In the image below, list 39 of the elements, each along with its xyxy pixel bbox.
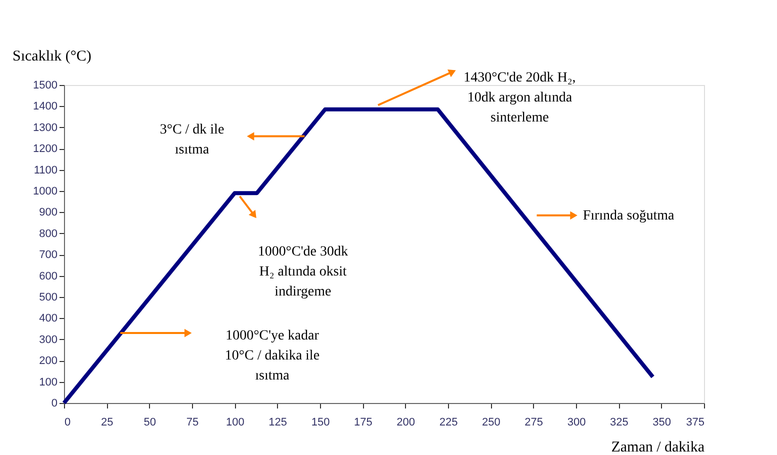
x-tick-label: 25 bbox=[101, 416, 114, 428]
y-tick-label: 1000 bbox=[33, 186, 58, 198]
y-tick-label: 0 bbox=[51, 398, 58, 410]
annotation: 1000°C'ye kadar 10°C / dakika ile ısıtma bbox=[224, 328, 320, 384]
y-tick-label: 300 bbox=[39, 334, 58, 346]
y-tick-label: 500 bbox=[39, 292, 58, 304]
y-axis-title: Sıcaklık (°C) bbox=[12, 48, 92, 64]
annotation: 3°C / dk ile ısıtma bbox=[160, 122, 224, 158]
y-tick-label: 600 bbox=[39, 270, 58, 282]
x-tick-label: 100 bbox=[226, 416, 244, 428]
y-tick-label: 900 bbox=[39, 206, 58, 219]
y-tick-label: 1100 bbox=[34, 164, 58, 176]
x-tick-label: 50 bbox=[144, 416, 156, 428]
y-tick-label: 400 bbox=[39, 312, 58, 325]
x-tick-label: 200 bbox=[396, 416, 416, 428]
x-tick-label: 175 bbox=[354, 416, 372, 428]
annotation: 1000°C'de 30dk H₂ altında oksit indirgeme bbox=[258, 244, 348, 300]
x-tick-label: 225 bbox=[439, 416, 458, 428]
y-tick-label: 800 bbox=[39, 228, 58, 240]
y-tick-label: 200 bbox=[39, 355, 58, 368]
x-axis-title: Zaman / dakika bbox=[611, 440, 705, 455]
x-tick-label: 325 bbox=[610, 416, 628, 428]
annotation: Fırında soğutma bbox=[582, 208, 675, 224]
x-tick-label: 75 bbox=[186, 416, 199, 428]
y-tick-label: 100 bbox=[39, 376, 58, 388]
y-tick-label: 1300 bbox=[33, 122, 58, 134]
x-tick-label: 125 bbox=[268, 416, 288, 428]
y-tick-label: 1500 bbox=[33, 80, 58, 92]
y-tick-label: 700 bbox=[39, 249, 58, 262]
y-tick-label: 1400 bbox=[33, 100, 58, 113]
x-tick-label: 375 bbox=[686, 416, 704, 428]
x-tick-label: 275 bbox=[524, 416, 544, 428]
x-tick-label: 300 bbox=[567, 416, 586, 428]
annotation: 1430°C'de 20dk H₂, 10dk argon altında sinterleme bbox=[464, 70, 576, 126]
x-tick-label: 0 bbox=[64, 416, 71, 428]
y-tick-label: 1200 bbox=[33, 143, 58, 156]
x-tick-label: 150 bbox=[311, 416, 330, 428]
x-tick-label: 350 bbox=[652, 416, 672, 428]
x-tick-label: 250 bbox=[482, 416, 500, 428]
